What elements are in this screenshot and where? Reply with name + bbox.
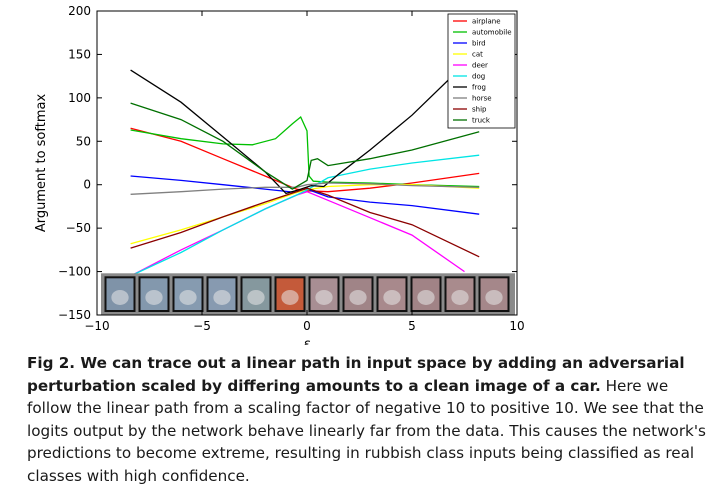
y-tick-label: 100 xyxy=(68,91,91,105)
caption-lead: Fig 2. We can trace out a linear path in… xyxy=(27,354,685,395)
series-line-dog xyxy=(130,154,480,277)
image-thumbnail xyxy=(410,276,442,312)
thumbnail-car-shape xyxy=(213,289,231,305)
thumbnail-car-shape xyxy=(179,289,197,305)
image-thumbnail xyxy=(444,276,476,312)
thumbnail-car-shape xyxy=(315,289,333,305)
legend-label-bird: bird xyxy=(472,40,486,48)
series-line-frog xyxy=(130,49,480,195)
image-thumbnail xyxy=(342,276,374,312)
series-lines xyxy=(130,49,480,277)
legend-label-ship: ship xyxy=(472,106,487,114)
y-tick-label: 150 xyxy=(68,47,91,61)
x-tick-label: 10 xyxy=(509,319,524,333)
x-tick-label: 5 xyxy=(408,319,416,333)
legend-label-cat: cat xyxy=(472,51,483,59)
thumbnail-car-shape xyxy=(349,289,367,305)
thumbnail-car-shape xyxy=(417,289,435,305)
x-tick-label: −10 xyxy=(84,319,109,333)
y-tick-label: −50 xyxy=(66,221,91,235)
y-tick-label: 50 xyxy=(76,134,91,148)
series-line-cat xyxy=(130,184,480,245)
series-line-truck xyxy=(130,102,480,190)
image-thumbnail xyxy=(274,276,306,312)
thumbnail-car-shape xyxy=(145,289,163,305)
thumbnail-car-shape xyxy=(451,289,469,305)
series-line-deer xyxy=(130,191,465,277)
y-tick-label: 200 xyxy=(68,4,91,18)
y-tick-label: −150 xyxy=(58,308,91,322)
thumbnail-car-shape xyxy=(281,289,299,305)
legend-label-truck: truck xyxy=(472,117,491,125)
image-thumbnail xyxy=(104,276,136,312)
y-tick-label: −100 xyxy=(58,265,91,279)
legend-label-horse: horse xyxy=(472,95,492,103)
thumbnail-car-shape xyxy=(383,289,401,305)
x-axis-label: ε xyxy=(303,337,310,345)
legend-label-deer: deer xyxy=(472,62,488,70)
image-thumbnail xyxy=(172,276,204,312)
image-thumbnail xyxy=(240,276,272,312)
image-thumbnail xyxy=(376,276,408,312)
x-tick-label: 0 xyxy=(303,319,311,333)
x-tick-label: −5 xyxy=(193,319,211,333)
y-axis-label: Argument to softmax xyxy=(34,94,49,233)
figure: −10 −5 0 5 10 −150 −100 −50 0 50 100 150 200 airplan… xyxy=(34,4,525,345)
y-tick-label: 0 xyxy=(83,178,91,192)
legend-label-frog: frog xyxy=(472,84,486,92)
image-thumbnail xyxy=(138,276,170,312)
image-thumbnail xyxy=(478,276,510,312)
image-strip xyxy=(101,273,515,315)
thumbnail-car-shape xyxy=(485,289,503,305)
legend-label-airplane: airplane xyxy=(472,18,501,26)
image-thumbnail xyxy=(206,276,238,312)
series-line-horse xyxy=(130,182,480,195)
legend-label-dog: dog xyxy=(472,73,485,81)
caption-body: Here we follow the linear path from a sc… xyxy=(27,376,706,485)
image-thumbnail xyxy=(308,276,340,312)
thumbnail-car-shape xyxy=(111,289,129,305)
thumbnail-car-shape xyxy=(247,289,265,305)
legend: airplane automobile bird cat deer dog frog hors… xyxy=(447,13,516,129)
figure-caption: Fig 2. We can trace out a linear path in… xyxy=(27,352,717,487)
series-line-ship xyxy=(130,187,480,258)
legend-label-automobile: automobile xyxy=(472,29,512,37)
series-line-automobile xyxy=(130,115,480,188)
